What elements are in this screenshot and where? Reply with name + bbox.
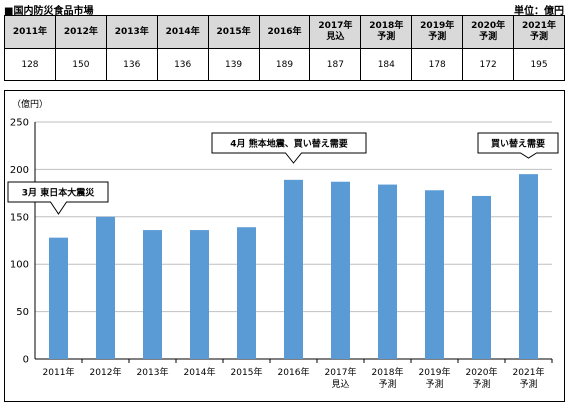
x-tick-label: 予測 (378, 378, 396, 390)
x-tick-label: 2019年 (419, 366, 451, 378)
table-year-cell: 2012年 (54, 15, 107, 49)
y-tick-label: 100 (10, 260, 29, 271)
x-tick-label: 2021年 (513, 366, 545, 378)
x-tick-label: 2018年 (372, 366, 404, 378)
x-tick-label: 2020年 (466, 366, 498, 378)
table-value-cell: 136 (105, 48, 158, 81)
bar (284, 179, 303, 359)
table-year-cell: 2013年 (105, 15, 158, 49)
bar (378, 184, 397, 359)
annotation-text: 買い替え需要 (491, 138, 545, 150)
x-tick-label: 2014年 (184, 366, 216, 378)
x-tick-label: 見込 (331, 379, 349, 390)
x-tick-label: 予測 (425, 378, 443, 390)
annotation-callout: 4月 熊本地震、買い替え需要 (211, 132, 367, 164)
table-year-cell: 2019年 予測 (411, 15, 464, 49)
table-header-row: 2011年 2012年 2013年 2014年 2015年 2016年 2017年 見込 201… (4, 15, 565, 49)
bar (472, 195, 491, 359)
table-value-cell: 128 (4, 48, 56, 81)
table-value-cell: 187 (309, 48, 362, 81)
x-tick-label: 予測 (519, 378, 537, 390)
unit-label: 単位：億円 (514, 6, 564, 17)
y-tick-label: 150 (10, 212, 29, 223)
table-title: ■国内防災食品市場 (4, 6, 94, 17)
annotation-callout: 3月 東日本大震災 (7, 181, 109, 215)
bar (425, 190, 444, 359)
x-tick-label: 2015年 (231, 366, 263, 378)
x-tick-label: 2013年 (137, 366, 169, 378)
bar (237, 227, 256, 359)
table-value-cell: 139 (207, 48, 260, 81)
table-value-row: 128 150 136 136 139 189 187 184 178 172 195 (4, 48, 565, 81)
y-tick-label: 200 (10, 165, 29, 176)
bar (331, 181, 350, 359)
x-tick-label: 2017年 (325, 366, 357, 378)
table-year-cell: 2021年 予測 (513, 15, 565, 49)
y-tick-label: 50 (16, 307, 29, 318)
table-value-cell: 189 (258, 48, 311, 81)
market-size-table: 2011年 2012年 2013年 2014年 2015年 2016年 2017年 見込 201… (4, 15, 565, 81)
y-tick-label: 0 (23, 355, 29, 366)
x-tick-label: 予測 (472, 378, 490, 390)
chart-frame (4, 90, 565, 402)
y-axis-label: （億円） (12, 98, 48, 110)
bar (190, 230, 209, 359)
bar (519, 174, 538, 359)
x-tick-label: 2012年 (90, 366, 122, 378)
bar (143, 230, 162, 359)
x-tick-label: 2011年 (43, 366, 75, 378)
table-year-cell: 2015年 (207, 15, 260, 49)
table-year-cell: 2016年 (258, 15, 311, 49)
table-value-cell: 184 (360, 48, 413, 81)
table-value-cell: 195 (513, 48, 565, 81)
table-year-cell: 2014年 (156, 15, 209, 49)
x-tick-label: 2016年 (278, 366, 310, 378)
bar (96, 216, 115, 359)
table-value-cell: 178 (411, 48, 464, 81)
annotation-text: 3月 東日本大震災 (22, 187, 95, 199)
table-year-cell: 2018年 予測 (360, 15, 413, 49)
annotation-callout: 買い替え需要 (477, 132, 559, 159)
table-value-cell: 136 (156, 48, 209, 81)
bar (49, 237, 68, 359)
y-tick-label: 250 (10, 118, 29, 129)
annotation-text: 4月 熊本地震、買い替え需要 (230, 138, 347, 150)
